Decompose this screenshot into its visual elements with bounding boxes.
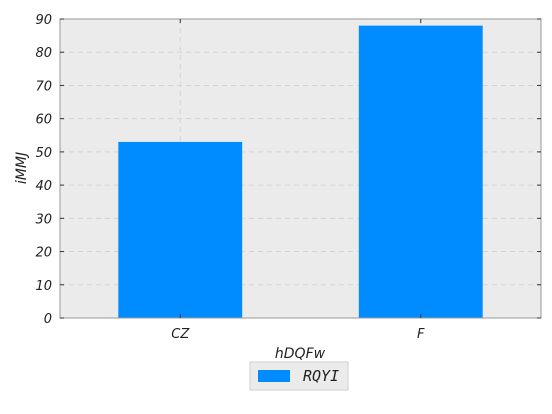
legend: RQYI bbox=[249, 361, 349, 391]
y-tick-label: 0 bbox=[44, 312, 52, 327]
y-tick-label: 50 bbox=[35, 146, 52, 161]
axis-ticks bbox=[60, 18, 541, 319]
y-tick-label: 10 bbox=[35, 279, 52, 294]
plot-frame bbox=[59, 18, 542, 319]
y-tick-label: 90 bbox=[35, 13, 52, 28]
y-tick-label: 70 bbox=[35, 79, 52, 94]
y-axis-label: iMMJ bbox=[14, 152, 30, 184]
x-axis-label: hDQFw bbox=[275, 346, 326, 362]
y-tick-label: 20 bbox=[35, 246, 52, 261]
legend-label: RQYI bbox=[303, 367, 339, 385]
y-tick-label: 40 bbox=[35, 179, 52, 194]
legend-swatch bbox=[258, 370, 290, 382]
x-tick-labels: CZ F bbox=[171, 327, 425, 342]
y-tick-label: 60 bbox=[35, 113, 52, 128]
y-tick-label: 80 bbox=[35, 46, 52, 61]
bar-f bbox=[358, 25, 483, 319]
y-tick-labels: 0 10 20 30 40 50 60 70 80 90 bbox=[35, 13, 52, 327]
bar-cz bbox=[118, 141, 243, 318]
x-tick-label: CZ bbox=[171, 327, 190, 342]
x-tick-label: F bbox=[417, 327, 425, 342]
y-tick-label: 30 bbox=[35, 212, 52, 227]
bars bbox=[118, 25, 483, 319]
